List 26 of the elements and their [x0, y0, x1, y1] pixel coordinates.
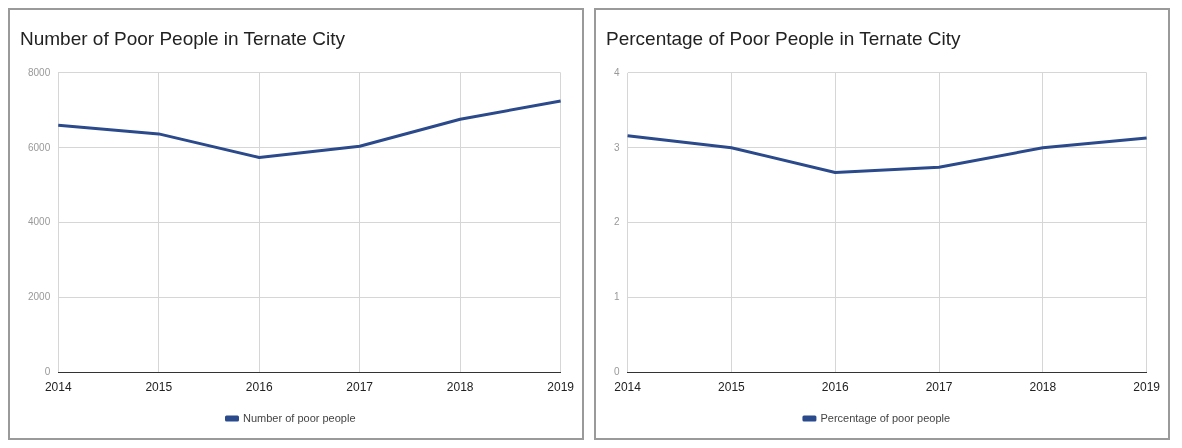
y-tick-label: 4 [614, 66, 620, 78]
y-tick-label: 4000 [28, 216, 51, 228]
x-tick-label: 2016 [245, 380, 273, 395]
x-tick-label: 2015 [718, 380, 746, 395]
x-tick-label: 2016 [821, 380, 849, 395]
x-tick-label: 2018 [1029, 380, 1057, 395]
x-tick-label: 2017 [925, 380, 953, 395]
y-tick-label: 2 [614, 216, 620, 228]
x-tick-label: 2019 [1133, 380, 1161, 395]
y-tick-label: 0 [44, 366, 51, 378]
x-tick-label: 2015 [145, 380, 173, 395]
x-tick-label: 2014 [614, 380, 642, 395]
y-tick-label: 6000 [28, 141, 51, 153]
x-tick-label: 2019 [547, 380, 575, 395]
x-tick-label: 2017 [346, 380, 374, 395]
y-tick-label: 1 [614, 291, 620, 303]
y-tick-label: 8000 [28, 66, 51, 78]
chart-title: Percentage of Poor People in Ternate City [606, 27, 962, 49]
legend-label: Percentage of poor people [820, 411, 951, 424]
y-tick-label: 3 [614, 141, 620, 153]
chart-title: Number of Poor People in Ternate City [20, 27, 346, 49]
x-tick-label: 2018 [446, 380, 474, 395]
x-tick-label: 2014 [44, 380, 72, 395]
y-tick-label: 0 [614, 366, 620, 378]
y-tick-label: 2000 [28, 291, 51, 303]
legend-label: Number of poor people [242, 411, 356, 424]
